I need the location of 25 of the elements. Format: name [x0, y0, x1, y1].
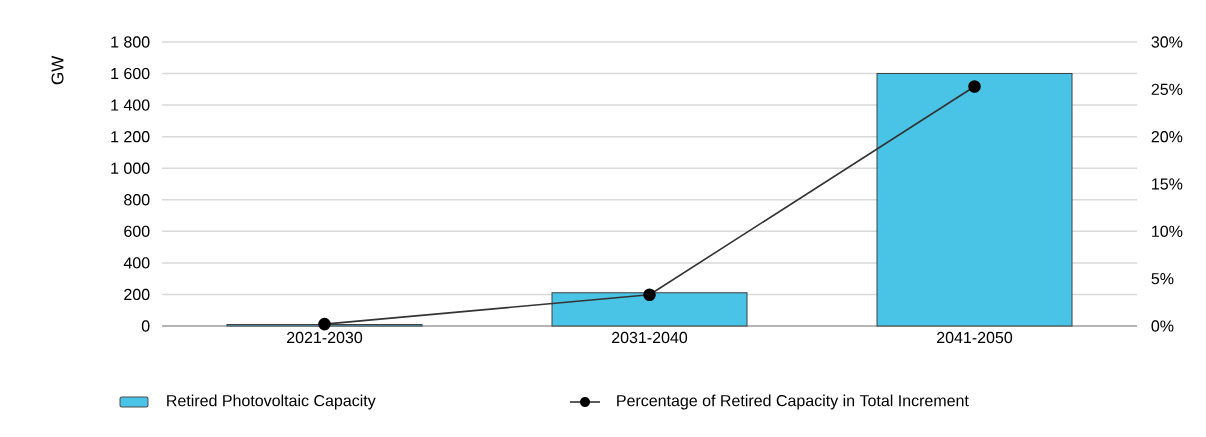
y2-tick-label: 5% [1151, 273, 1174, 285]
legend-label: Percentage of Retired Capacity in Total Increment [617, 394, 969, 410]
y2-tick-label: 30% [1151, 36, 1183, 48]
y-tick-label: 400 [123, 257, 150, 269]
bar [876, 73, 1073, 327]
y2-tick-label: 15% [1152, 178, 1183, 190]
y-axis-title: GW [51, 55, 64, 85]
y-tick-label: 1 000 [111, 162, 150, 174]
y-tick-label: 1 600 [111, 67, 150, 80]
y-tick-label: 1 400 [111, 99, 150, 111]
y-tick-label: 600 [124, 225, 150, 237]
y-tick-label: 200 [124, 288, 150, 301]
x-tick-label: 2041-2050 [937, 331, 1013, 344]
y-tick-label: 0 [141, 320, 150, 332]
y-tick-label: 1 800 [111, 36, 150, 48]
legend-label: Retired Photovoltaic Capacity [167, 394, 376, 410]
y-tick-label: 1 200 [111, 131, 150, 143]
y2-tick-label: 0% [1151, 320, 1174, 332]
bar [551, 292, 748, 327]
y-tick-label: 800 [124, 194, 150, 206]
y2-tick-label: 25% [1151, 83, 1183, 95]
y2-tick-label: 20% [1151, 131, 1183, 143]
x-tick-label: 2021-2030 [287, 331, 363, 344]
x-tick-label: 2031-2040 [612, 331, 688, 344]
y2-tick-label: 10% [1152, 225, 1183, 237]
